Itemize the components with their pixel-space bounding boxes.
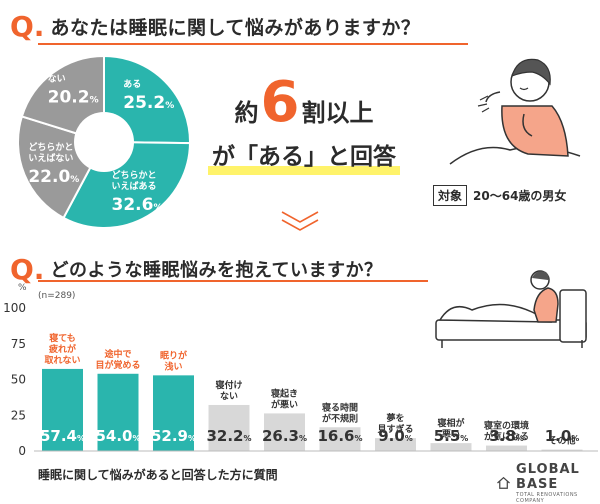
y-tick-label: 0 (18, 444, 26, 458)
bar (264, 413, 305, 451)
logo-name: GLOBAL BASE (516, 462, 580, 492)
q1-text: あなたは睡眠に関して悩みがありますか？ (50, 16, 421, 39)
bar (430, 443, 472, 451)
q2-text: どのような睡眠悩みを抱えていますか？ (50, 260, 383, 281)
bar-value-label: 16.6% (317, 427, 362, 445)
question-2: Q. どのような睡眠悩みを抱えていますか？ (10, 249, 383, 289)
bar-value-label: 32.2% (206, 427, 251, 445)
target-note: 対象 20～64歳の男女 (433, 185, 566, 206)
bar-category-label: 疲れが (49, 343, 77, 355)
bar (375, 438, 416, 451)
headline-suffix: 割以上 (301, 99, 374, 127)
bar-category-label: 寝る時間 (322, 401, 358, 413)
bar (319, 427, 361, 451)
bar-category-label: 寝室の環境 (484, 420, 529, 432)
pie-slice-value: 20.2% (48, 87, 99, 107)
person-in-bed-illustration (435, 270, 587, 348)
bar-category-label: 寝ても (49, 332, 76, 344)
bar-value-label: 1.0% (545, 427, 580, 445)
q1-mark: Q. (10, 9, 45, 43)
bar-category-label: 寝起き (271, 387, 298, 399)
y-tick-label: 25 (11, 408, 26, 422)
chevron-down-icon (281, 211, 319, 231)
bar-category-label: が悪い (271, 398, 298, 410)
bar-category-label: 悪い (442, 429, 460, 440)
bar-value-label: 3.8% (489, 427, 524, 445)
y-tick-label: 75 (11, 337, 26, 351)
bar (153, 375, 194, 451)
bar-category-label: 浅い (164, 360, 182, 372)
bar-category-label: 寝相が (437, 417, 465, 429)
house-icon (497, 476, 510, 489)
bar (97, 373, 139, 451)
bar (42, 368, 83, 451)
bar-value-label: 5.5% (434, 427, 469, 445)
pie-slice-label: どちらかと (112, 169, 157, 181)
bar (486, 445, 527, 451)
target-value: 20～64歳の男女 (473, 189, 567, 203)
bar-category-label: 目が覚める (95, 359, 140, 371)
bar (541, 449, 583, 451)
bar-category-label: 眠りが (160, 349, 188, 361)
question-1: Q. あなたは睡眠に関して悩みがありますか？ (10, 6, 420, 46)
q2-underline (38, 280, 428, 282)
worried-person-illustration (449, 58, 581, 165)
pie-chart: ある25.2%どちらかといえばある32.6%どちらかといえばない22.0%ない2… (17, 54, 192, 229)
headline: 約 6 割以上 が「ある」と回答 (198, 70, 410, 175)
target-label: 対象 (433, 185, 468, 206)
chart-caption: 睡眠に関して悩みがあると回答した方に質問 (38, 468, 278, 482)
headline-number: 6 (260, 70, 300, 135)
pie-slice-label: いえばない (28, 152, 73, 164)
bar-value-label: 52.9% (151, 427, 196, 445)
bar-category-label: 夢を (386, 412, 404, 424)
pie-slice-label: ない (48, 73, 66, 84)
q1-underline (38, 43, 468, 45)
bar-category-label: 寝付け (215, 379, 242, 391)
y-tick-label: 50 (11, 373, 26, 387)
bar-category-label: その他 (548, 435, 575, 447)
bar-value-label: 26.3% (262, 427, 307, 445)
bar-category-label: が不規則 (322, 412, 358, 424)
y-axis-unit: % (18, 283, 27, 293)
bar-category-label: 取れない (44, 355, 80, 366)
bar-category-label: が気になる (484, 431, 529, 443)
sample-size-note: (n=289) (38, 291, 76, 301)
headline-prefix: 約 (234, 99, 259, 127)
pie-slice-label: どちらかと (28, 141, 73, 153)
pie-slice-value: 22.0% (28, 167, 79, 187)
bar-category-label: 途中で (104, 348, 131, 360)
pie-slice-label: ある (123, 79, 141, 90)
global-base-logo: GLOBAL BASE TOTAL RENOVATIONS COMPANY (496, 462, 600, 504)
bar-category-label: 見すぎる (376, 423, 413, 435)
pie-slice-value: 25.2% (123, 93, 174, 113)
bar-value-label: 9.0% (378, 427, 413, 445)
logo-subtitle: TOTAL RENOVATIONS COMPANY (516, 492, 578, 504)
bar-value-label: 54.0% (95, 427, 140, 445)
y-tick-label: 100 (3, 301, 26, 315)
bar-value-label: 57.4% (40, 427, 85, 445)
pie-slice-label: いえばある (112, 180, 157, 192)
pie-center-hole (74, 112, 134, 172)
pie-slice-value: 32.6% (112, 195, 163, 215)
bar-category-label: ない (220, 391, 238, 402)
bar (208, 404, 250, 451)
headline-line-2: が「ある」と回答 (208, 137, 400, 175)
